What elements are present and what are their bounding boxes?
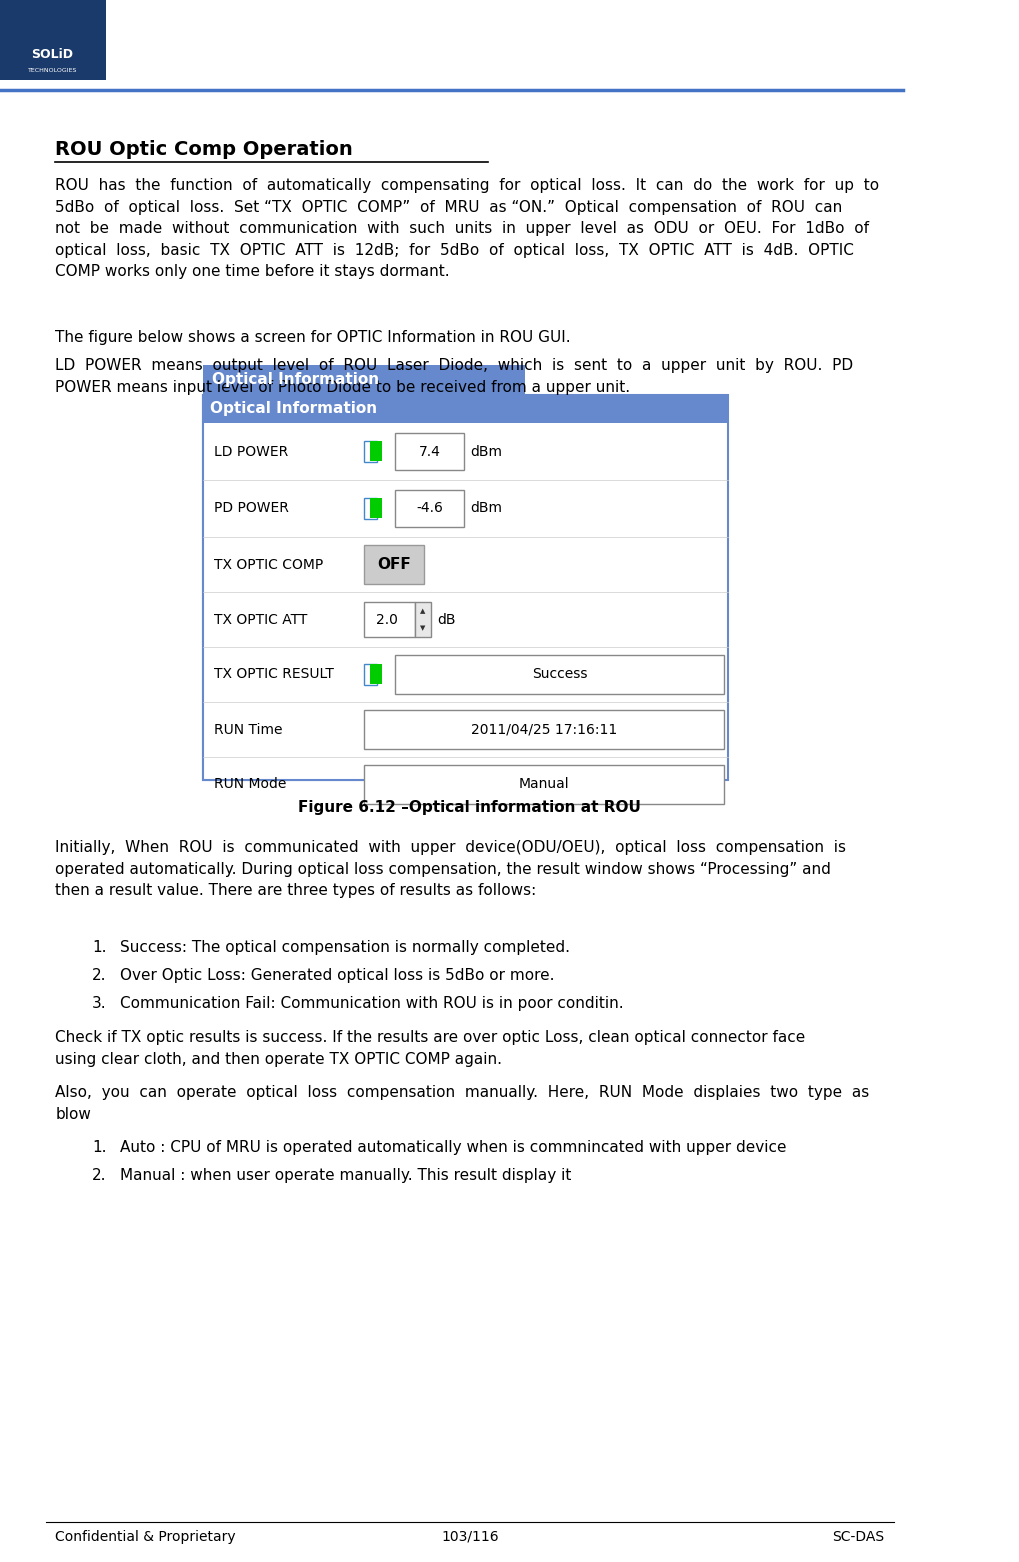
FancyBboxPatch shape	[203, 366, 525, 395]
Text: 2.: 2.	[92, 968, 107, 982]
Text: TX OPTIC COMP: TX OPTIC COMP	[214, 558, 323, 572]
Text: RUN Mode: RUN Mode	[214, 778, 286, 792]
Text: LD  POWER  means  output  level  of  ROU  Laser  Diode,  which  is  sent  to  a : LD POWER means output level of ROU Laser…	[55, 358, 853, 395]
Text: RUN Time: RUN Time	[214, 723, 282, 737]
Text: dBm: dBm	[470, 501, 501, 515]
Text: ROU  has  the  function  of  automatically  compensating  for  optical  loss.  I: ROU has the function of automatically co…	[55, 178, 878, 280]
Text: 2.0: 2.0	[375, 612, 397, 626]
Text: 3.: 3.	[92, 997, 107, 1011]
Text: TX OPTIC RESULT: TX OPTIC RESULT	[214, 667, 333, 681]
Text: 103/116: 103/116	[440, 1531, 498, 1543]
Text: SOLiD: SOLiD	[32, 48, 73, 61]
FancyBboxPatch shape	[364, 498, 376, 519]
FancyBboxPatch shape	[395, 433, 464, 470]
FancyBboxPatch shape	[395, 654, 723, 694]
Text: Communication Fail: Communication with ROU is in poor conditin.: Communication Fail: Communication with R…	[119, 997, 623, 1011]
Text: 2.: 2.	[92, 1168, 107, 1182]
FancyBboxPatch shape	[415, 601, 431, 637]
Text: -4.6: -4.6	[416, 501, 443, 515]
Text: Confidential & Proprietary: Confidential & Proprietary	[55, 1531, 235, 1543]
Text: Optical Information: Optical Information	[212, 372, 379, 387]
Text: 1.: 1.	[92, 1140, 107, 1154]
FancyBboxPatch shape	[0, 0, 106, 80]
FancyBboxPatch shape	[364, 765, 723, 804]
FancyBboxPatch shape	[364, 440, 376, 462]
FancyBboxPatch shape	[203, 395, 728, 779]
Text: ▲: ▲	[420, 608, 425, 614]
Text: Also,  you  can  operate  optical  loss  compensation  manually.  Here,  RUN  Mo: Also, you can operate optical loss compe…	[55, 1086, 868, 1122]
FancyBboxPatch shape	[364, 664, 376, 686]
Text: 1.: 1.	[92, 940, 107, 954]
Text: LD POWER: LD POWER	[214, 445, 287, 459]
Text: TX OPTIC ATT: TX OPTIC ATT	[214, 612, 307, 626]
Text: SC-DAS: SC-DAS	[832, 1531, 883, 1543]
Text: Figure 6.12 –Optical information at ROU: Figure 6.12 –Optical information at ROU	[299, 800, 641, 815]
FancyBboxPatch shape	[370, 440, 382, 461]
Text: OFF: OFF	[377, 558, 411, 572]
FancyBboxPatch shape	[364, 711, 723, 750]
Text: dBm: dBm	[470, 445, 501, 459]
FancyBboxPatch shape	[364, 545, 424, 584]
Text: Check if TX optic results is success. If the results are over optic Loss, clean : Check if TX optic results is success. If…	[55, 1029, 805, 1067]
Text: PD POWER: PD POWER	[214, 501, 288, 515]
Text: Success: Success	[532, 667, 587, 681]
Text: TECHNOLOGIES: TECHNOLOGIES	[28, 67, 77, 72]
FancyBboxPatch shape	[395, 490, 464, 526]
Text: Over Optic Loss: Generated optical loss is 5dBo or more.: Over Optic Loss: Generated optical loss …	[119, 968, 553, 982]
Text: 7.4: 7.4	[419, 445, 440, 459]
FancyBboxPatch shape	[203, 395, 728, 423]
Text: Auto : CPU of MRU is operated automatically when is commnincated with upper devi: Auto : CPU of MRU is operated automatica…	[119, 1140, 786, 1154]
Text: ▼: ▼	[420, 625, 425, 631]
Text: Optical Information: Optical Information	[210, 401, 377, 417]
FancyBboxPatch shape	[370, 498, 382, 519]
Text: dB: dB	[436, 612, 454, 626]
FancyBboxPatch shape	[364, 601, 415, 637]
FancyBboxPatch shape	[370, 664, 382, 684]
Text: ROU Optic Comp Operation: ROU Optic Comp Operation	[55, 141, 353, 159]
Text: Manual: Manual	[519, 778, 569, 792]
Text: 2011/04/25 17:16:11: 2011/04/25 17:16:11	[471, 723, 616, 737]
Text: The figure below shows a screen for OPTIC Information in ROU GUI.: The figure below shows a screen for OPTI…	[55, 330, 571, 345]
Text: Manual : when user operate manually. This result display it: Manual : when user operate manually. Thi…	[119, 1168, 571, 1182]
FancyBboxPatch shape	[203, 395, 525, 779]
Text: Success: The optical compensation is normally completed.: Success: The optical compensation is nor…	[119, 940, 570, 954]
Text: Initially,  When  ROU  is  communicated  with  upper  device(ODU/OEU),  optical : Initially, When ROU is communicated with…	[55, 840, 846, 898]
